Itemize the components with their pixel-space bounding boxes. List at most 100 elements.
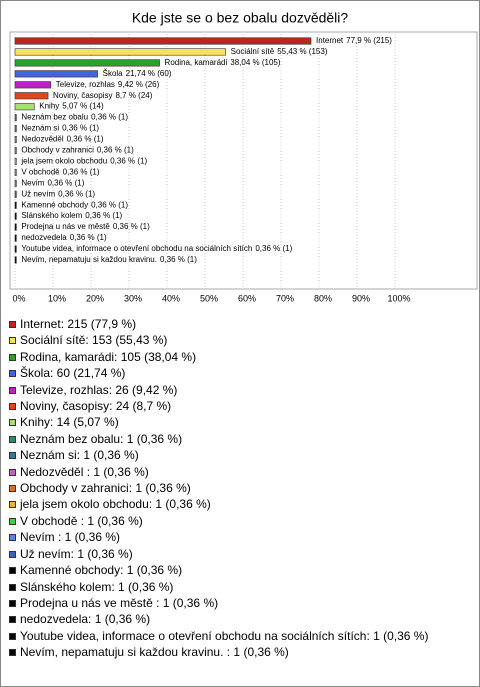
legend-item: Nevím : 1 (0,36 %) — [9, 529, 469, 545]
value-label: 0,36 % (1) — [70, 233, 107, 242]
category-label: Internet — [316, 36, 344, 45]
bar-label: Noviny, časopisy 8,7 % (24) — [53, 91, 153, 100]
bar — [14, 37, 312, 45]
category-label: Prodejna u nás ve městě — [21, 222, 110, 231]
bar — [14, 201, 17, 209]
legend-swatch — [9, 321, 16, 328]
legend-item: Nevím, nepamatuju si každou kravinu. : 1… — [9, 644, 469, 660]
x-tick-label: 30% — [124, 293, 142, 303]
category-label: Slánského kolem — [21, 211, 82, 220]
legend-item: Slánského kolem: 1 (0,36 %) — [9, 579, 469, 595]
value-label: 55,43 % (153) — [277, 47, 328, 56]
legend-swatch — [9, 599, 16, 607]
legend-item: Noviny, časopisy: 24 (8,7 %) — [9, 398, 469, 414]
category-label: Youtube videa, informace o otevření obch… — [21, 244, 252, 253]
bar-label: Nedozvěděl 0,36 % (1) — [21, 135, 103, 144]
value-label: 0,36 % (1) — [85, 211, 122, 220]
legend-label: Nevím : 1 (0,36 %) — [20, 530, 121, 545]
bar-label: Knihy 5,07 % (14) — [39, 102, 104, 111]
bar — [14, 146, 17, 155]
category-label: Noviny, časopisy — [53, 91, 112, 100]
legend-item: Obchody v zahranici: 1 (0,36 %) — [9, 480, 469, 496]
legend-swatch — [9, 517, 16, 525]
x-tick-label: 60% — [238, 293, 256, 303]
legend-item: nedozvedela: 1 (0,36 %) — [9, 611, 469, 627]
bar-label: Neznám si 0,36 % (1) — [21, 124, 99, 133]
bar — [14, 256, 17, 264]
category-label: Nevím — [21, 178, 44, 187]
legend-swatch — [9, 403, 16, 411]
x-tick-label: 20% — [86, 293, 104, 303]
value-label: 21,74 % (60) — [126, 69, 172, 78]
legend-item: Knihy: 14 (5,07 %) — [9, 414, 469, 430]
bar — [14, 103, 35, 111]
legend-item: Prodejna u nás ve městě : 1 (0,36 %) — [9, 595, 469, 611]
bar-label: Nevím 0,36 % (1) — [21, 178, 84, 187]
value-label: 0,36 % (1) — [91, 200, 128, 209]
bar — [14, 245, 17, 253]
bar — [14, 223, 17, 231]
x-tick-label: 40% — [162, 293, 180, 303]
legend-swatch — [9, 337, 16, 345]
legend-swatch — [9, 501, 16, 509]
legend-label: V obchodě : 1 (0,36 %) — [20, 513, 143, 528]
legend-label: Internet: 215 (77,9 %) — [20, 317, 137, 331]
x-tick-label: 70% — [276, 293, 294, 303]
legend-swatch — [9, 353, 16, 361]
bar-label: Sociální sítě 55,43 % (153) — [231, 47, 328, 56]
legend-label: Obchody v zahranici: 1 (0,36 %) — [20, 481, 191, 496]
category-label: Kamenné obchody — [21, 200, 88, 209]
value-label: 9,42 % (26) — [118, 80, 160, 89]
legend-label: Neznám si: 1 (0,36 %) — [20, 448, 139, 463]
legend-item: Neznám bez obalu: 1 (0,36 %) — [9, 431, 469, 447]
bar-label: Už nevím 0,36 % (1) — [21, 189, 95, 198]
bar-label: Rodina, kamarádi 38,04 % (105) — [165, 58, 281, 67]
legend-label: Sociální sítě: 153 (55,43 %) — [20, 333, 168, 348]
legend-label: jela jsem okolo obchodu: 1 (0,36 %) — [20, 497, 211, 512]
legend-item: V obchodě : 1 (0,36 %) — [9, 513, 469, 529]
bar — [14, 136, 17, 144]
value-label: 0,36 % (1) — [58, 189, 95, 198]
legend-item: Youtube videa, informace o otevření obch… — [9, 628, 469, 644]
bar-label: Škola 21,74 % (60) — [103, 69, 172, 78]
bar — [14, 190, 17, 198]
category-label: Nevím, nepamatuju si každou kravinu. — [21, 255, 157, 264]
legend-swatch — [9, 550, 16, 558]
chart: Kde jste se o bez obalu dozvěděli? 0% 10%… — [9, 10, 478, 303]
legend-label: Už nevím: 1 (0,36 %) — [20, 546, 133, 561]
category-label: Sociální sítě — [231, 47, 275, 56]
value-label: 0,36 % (1) — [113, 222, 150, 231]
category-label: Neznám si — [21, 124, 59, 133]
legend-swatch — [9, 370, 16, 378]
bar-label: Obchody v zahranici 0,36 % (1) — [21, 146, 134, 155]
bar-label: Internet 77,9 % (215) — [316, 36, 392, 45]
value-label: 0,36 % (1) — [255, 244, 292, 253]
legend-label: Kamenné obchody: 1 (0,36 %) — [20, 563, 183, 578]
legend-swatch — [9, 632, 16, 640]
bar-label: Nevím, nepamatuju si každou kravinu. 0,36… — [21, 255, 197, 264]
legend-item: Škola: 60 (21,74 %) — [9, 365, 469, 381]
legend-label: Škola: 60 (21,74 %) — [20, 366, 126, 381]
legend-label: nedozvedela: 1 (0,36 %) — [20, 612, 151, 627]
bar — [14, 70, 98, 78]
value-label: 0,36 % (1) — [47, 178, 84, 187]
legend-swatch — [9, 386, 16, 394]
legend-item: Sociální sítě: 153 (55,43 %) — [9, 332, 469, 348]
value-label: 0,36 % (1) — [62, 124, 99, 133]
legend-swatch — [9, 419, 16, 427]
legend-swatch — [9, 452, 16, 460]
value-label: 77,9 % (215) — [346, 36, 392, 45]
legend-label: Neznám bez obalu: 1 (0,36 %) — [20, 431, 183, 446]
legend-item: jela jsem okolo obchodu: 1 (0,36 %) — [9, 496, 469, 512]
legend-swatch — [9, 567, 16, 575]
legend-swatch — [9, 616, 16, 624]
legend-label: Youtube videa, informace o otevření obch… — [20, 628, 429, 643]
legend-item: Rodina, kamarádi: 105 (38,04 %) — [9, 349, 469, 365]
bar — [14, 81, 52, 89]
bar-label: Slánského kolem 0,36 % (1) — [21, 211, 122, 220]
legend-item: Televize, rozhlas: 26 (9,42 %) — [9, 382, 469, 398]
value-label: 0,36 % (1) — [160, 255, 197, 264]
bar — [14, 234, 17, 242]
category-label: jela jsem okolo obchodu — [20, 157, 107, 166]
